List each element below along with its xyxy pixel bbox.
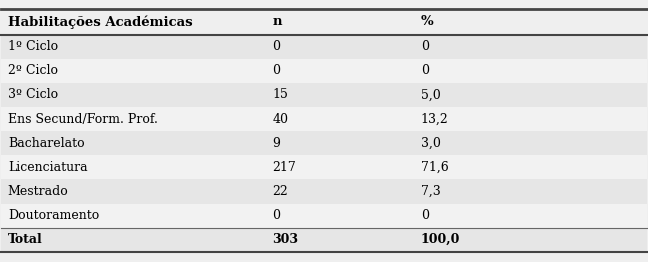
Bar <box>1 59 647 83</box>
Bar <box>1 83 647 107</box>
Text: 2º Ciclo: 2º Ciclo <box>8 64 58 77</box>
Text: 3,0: 3,0 <box>421 137 441 150</box>
Text: 100,0: 100,0 <box>421 233 460 246</box>
Text: Mestrado: Mestrado <box>8 185 69 198</box>
Text: 0: 0 <box>272 40 281 53</box>
Text: 7,3: 7,3 <box>421 185 441 198</box>
Text: 1º Ciclo: 1º Ciclo <box>8 40 58 53</box>
Text: n: n <box>272 15 282 28</box>
Text: 217: 217 <box>272 161 296 174</box>
Bar <box>1 228 647 252</box>
Text: 40: 40 <box>272 112 288 125</box>
Bar <box>1 155 647 179</box>
Text: 22: 22 <box>272 185 288 198</box>
Bar <box>1 35 647 59</box>
Text: Bacharelato: Bacharelato <box>8 137 84 150</box>
Text: 0: 0 <box>272 64 281 77</box>
Text: 9: 9 <box>272 137 280 150</box>
Text: 13,2: 13,2 <box>421 112 448 125</box>
Text: 0: 0 <box>272 209 281 222</box>
Text: Habilitações Académicas: Habilitações Académicas <box>8 15 192 29</box>
Text: %: % <box>421 15 434 28</box>
Bar <box>1 204 647 228</box>
Text: Ens Secund/Form. Prof.: Ens Secund/Form. Prof. <box>8 112 157 125</box>
Bar <box>1 179 647 204</box>
Text: 0: 0 <box>421 64 429 77</box>
Text: Licenciatura: Licenciatura <box>8 161 87 174</box>
Text: 15: 15 <box>272 88 288 101</box>
Text: 5,0: 5,0 <box>421 88 441 101</box>
Text: Total: Total <box>8 233 43 246</box>
Text: 303: 303 <box>272 233 298 246</box>
Bar <box>1 107 647 131</box>
Text: Doutoramento: Doutoramento <box>8 209 99 222</box>
Text: 0: 0 <box>421 40 429 53</box>
Bar <box>1 131 647 155</box>
Text: 3º Ciclo: 3º Ciclo <box>8 88 58 101</box>
Text: 0: 0 <box>421 209 429 222</box>
Text: 71,6: 71,6 <box>421 161 448 174</box>
